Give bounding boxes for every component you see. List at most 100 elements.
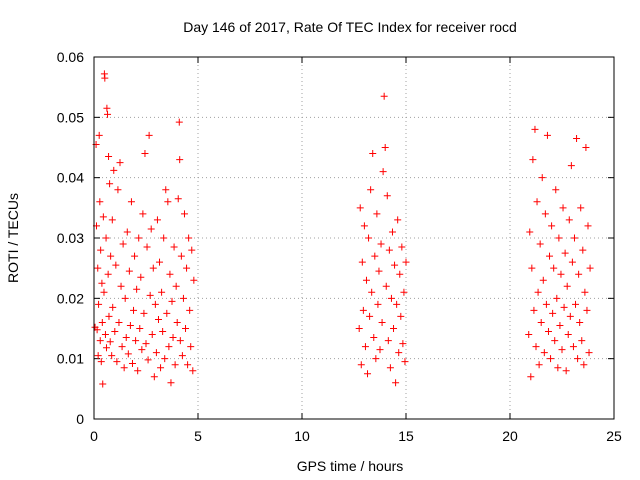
data-point bbox=[146, 291, 154, 299]
data-point bbox=[359, 306, 367, 314]
data-point bbox=[364, 370, 372, 378]
data-point bbox=[554, 364, 562, 372]
data-point bbox=[143, 243, 151, 251]
data-point bbox=[551, 337, 559, 345]
data-point bbox=[393, 300, 401, 308]
data-point bbox=[383, 192, 391, 200]
data-point bbox=[561, 249, 569, 257]
data-point bbox=[567, 162, 575, 170]
data-point bbox=[538, 174, 546, 182]
data-point bbox=[124, 350, 132, 358]
data-point bbox=[570, 234, 578, 242]
data-point bbox=[361, 343, 369, 351]
data-point bbox=[105, 312, 113, 320]
data-point bbox=[384, 337, 392, 345]
data-point bbox=[368, 288, 376, 296]
data-point bbox=[152, 349, 160, 357]
data-point bbox=[187, 343, 195, 351]
data-point bbox=[120, 364, 128, 372]
data-point bbox=[371, 252, 379, 260]
data-point bbox=[171, 361, 179, 369]
y-axis-label: ROTI / TECUs bbox=[5, 193, 21, 283]
data-point bbox=[365, 234, 373, 242]
data-point bbox=[568, 258, 576, 266]
data-point bbox=[98, 318, 106, 326]
data-point bbox=[160, 234, 168, 242]
data-point bbox=[386, 364, 394, 372]
data-point bbox=[578, 337, 586, 345]
data-point bbox=[190, 276, 198, 284]
data-point bbox=[153, 216, 161, 224]
data-point bbox=[142, 340, 150, 348]
data-point bbox=[105, 153, 113, 161]
data-point bbox=[397, 312, 405, 320]
data-point bbox=[125, 267, 133, 275]
data-point bbox=[565, 216, 573, 224]
data-point bbox=[115, 318, 123, 326]
data-point bbox=[98, 279, 106, 287]
data-point bbox=[546, 252, 554, 260]
data-point bbox=[102, 344, 110, 352]
data-point bbox=[572, 300, 580, 308]
data-point bbox=[577, 204, 585, 212]
data-point bbox=[185, 234, 193, 242]
data-point bbox=[382, 282, 390, 290]
data-point bbox=[585, 349, 593, 357]
data-point bbox=[375, 267, 383, 275]
data-point bbox=[169, 334, 177, 342]
data-point bbox=[390, 325, 398, 332]
data-point bbox=[376, 346, 384, 354]
data-point bbox=[528, 264, 536, 272]
data-point bbox=[527, 373, 535, 381]
y-tick-label: 0.04 bbox=[57, 170, 84, 186]
x-tick-label: 0 bbox=[90, 428, 98, 444]
data-point bbox=[170, 243, 178, 251]
data-point bbox=[116, 159, 124, 167]
data-point bbox=[178, 352, 186, 360]
data-point bbox=[150, 373, 158, 381]
data-point bbox=[388, 228, 396, 236]
data-point bbox=[402, 258, 410, 266]
data-point bbox=[582, 144, 590, 151]
data-point bbox=[543, 131, 551, 139]
data-point bbox=[128, 359, 136, 367]
plot-frame bbox=[93, 56, 615, 420]
data-point bbox=[164, 198, 172, 206]
data-point bbox=[119, 240, 127, 248]
data-point bbox=[369, 150, 377, 158]
y-tick-label: 0.05 bbox=[57, 109, 84, 125]
data-point bbox=[533, 198, 541, 206]
axis-ticks: 0 5 10 15 20 25 0 0.01 0.02 0.03 0.04 0.05 0.06 bbox=[57, 49, 622, 444]
data-point bbox=[93, 326, 101, 334]
data-point bbox=[147, 225, 155, 233]
data-point bbox=[176, 156, 184, 164]
data-point bbox=[104, 110, 112, 118]
data-point bbox=[184, 361, 192, 369]
y-tick-label: 0.03 bbox=[57, 230, 84, 246]
data-point bbox=[534, 288, 542, 296]
data-point bbox=[379, 168, 387, 176]
data-point bbox=[573, 134, 581, 142]
data-point bbox=[569, 343, 577, 351]
data-point bbox=[157, 364, 165, 372]
data-point bbox=[186, 306, 194, 314]
data-point bbox=[547, 355, 555, 363]
data-point bbox=[113, 358, 121, 366]
data-point bbox=[166, 270, 174, 278]
data-point bbox=[149, 264, 157, 272]
data-point bbox=[156, 258, 164, 266]
data-point bbox=[94, 264, 102, 272]
data-point bbox=[108, 216, 116, 224]
data-point bbox=[138, 346, 146, 354]
data-point bbox=[529, 156, 537, 164]
data-point bbox=[580, 361, 588, 369]
data-point bbox=[163, 309, 171, 317]
data-point bbox=[118, 343, 126, 351]
data-point bbox=[398, 243, 406, 251]
x-tick-label: 20 bbox=[502, 428, 518, 444]
data-point bbox=[108, 352, 116, 360]
data-point bbox=[148, 331, 156, 339]
data-point bbox=[174, 195, 182, 203]
data-point bbox=[154, 315, 162, 323]
